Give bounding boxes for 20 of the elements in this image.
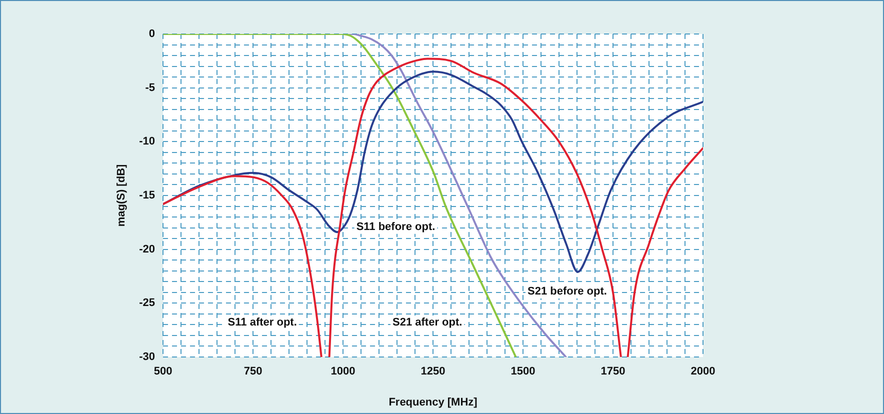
y-tick-label: -25 [139, 297, 155, 310]
x-tick-label: 1500 [510, 366, 536, 378]
annotation: S21 after opt. [392, 316, 462, 328]
x-tick-label: 2000 [690, 366, 716, 378]
x-tick-label: 500 [154, 366, 172, 378]
annotation: S11 before opt. [356, 220, 436, 233]
annotation: S11 after opt. [228, 316, 297, 328]
y-tick-label: -20 [139, 243, 155, 256]
y-tick-label: -5 [145, 82, 155, 94]
y-tick-label: 0 [148, 28, 155, 40]
x-axis-title: Frequency [MHz] [388, 396, 478, 408]
x-tick-label: 1750 [600, 366, 626, 378]
y-tick-label: -15 [139, 190, 155, 202]
y-axis-title: mag(S) [dB] [116, 164, 128, 227]
y-tick-label: -10 [139, 136, 155, 148]
y-tick-label: -30 [139, 351, 155, 364]
x-tick-label: 750 [244, 366, 262, 378]
annotation: S21 before opt. [528, 285, 607, 298]
x-tick-label: 1000 [330, 366, 356, 378]
x-tick-label: 1250 [420, 366, 446, 378]
